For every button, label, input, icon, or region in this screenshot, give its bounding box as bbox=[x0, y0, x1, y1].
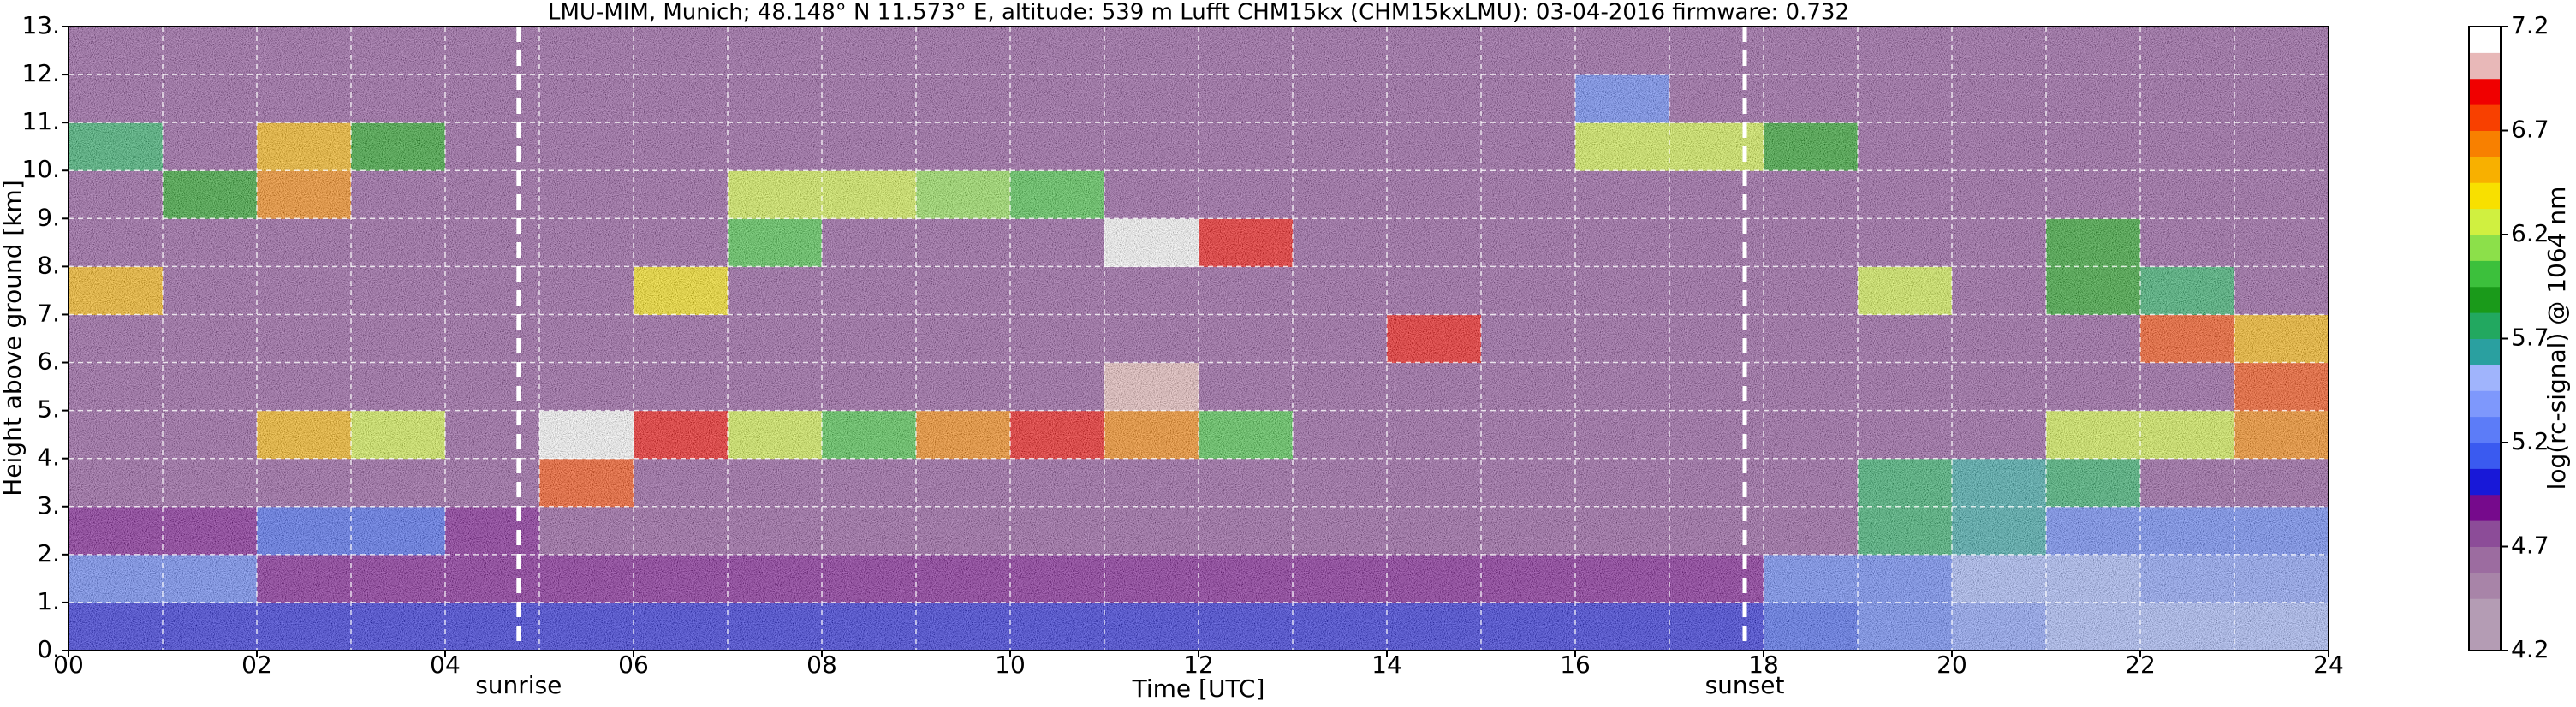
colorbar-label: log(rc-signal) @ 1064 nm bbox=[2543, 187, 2571, 490]
colorbar-band bbox=[2469, 78, 2501, 105]
colorbar-band bbox=[2469, 390, 2501, 418]
colorbar-band bbox=[2469, 416, 2501, 443]
colorbar-band bbox=[2469, 494, 2501, 521]
y-tick-label: 8. bbox=[37, 251, 60, 279]
colorbar-band bbox=[2469, 520, 2501, 547]
x-tick-label: 00 bbox=[53, 651, 84, 679]
y-tick-label: 12. bbox=[21, 59, 60, 87]
y-tick-label: 9. bbox=[37, 203, 60, 231]
x-axis-label: Time [UTC] bbox=[1132, 674, 1265, 703]
x-tick-label: 04 bbox=[430, 651, 461, 679]
colorbar-band bbox=[2469, 443, 2501, 469]
y-tick-label: 10. bbox=[21, 155, 60, 183]
y-tick-label: 6. bbox=[37, 348, 60, 376]
colorbar-band bbox=[2469, 182, 2501, 210]
y-axis-label: Height above ground [km] bbox=[0, 180, 27, 496]
y-tick-label: 13. bbox=[21, 11, 60, 39]
colorbar-band bbox=[2469, 52, 2501, 80]
colorbar-band bbox=[2469, 572, 2501, 599]
y-tick-label: 2. bbox=[37, 539, 60, 567]
x-tick-label: 06 bbox=[618, 651, 649, 679]
y-tick-label: 5. bbox=[37, 395, 60, 424]
colorbar-tick-label: 6.7 bbox=[2511, 116, 2549, 144]
x-tick-label: 18 bbox=[1748, 651, 1779, 679]
x-tick-label: 12 bbox=[1183, 651, 1214, 679]
colorbar-tick-label: 7.2 bbox=[2511, 11, 2549, 39]
x-tick-label: 24 bbox=[2313, 651, 2344, 679]
plot-frame bbox=[68, 26, 2329, 651]
colorbar-band bbox=[2469, 130, 2501, 157]
annotation-label: sunrise bbox=[475, 671, 562, 699]
colorbar-tick-label: 5.7 bbox=[2511, 324, 2549, 352]
y-tick-label: 11. bbox=[21, 107, 60, 135]
colorbar-tick-label: 4.2 bbox=[2511, 635, 2549, 663]
colorbar-band bbox=[2469, 235, 2501, 261]
y-tick-label: 1. bbox=[37, 587, 60, 615]
colorbar-band bbox=[2469, 546, 2501, 573]
chart-title: LMU-MIM, Munich; 48.148° N 11.573° E, al… bbox=[548, 0, 1849, 26]
x-tick-label: 20 bbox=[1936, 651, 1967, 679]
colorbar-tick-label: 5.2 bbox=[2511, 427, 2549, 455]
x-tick-label: 08 bbox=[806, 651, 837, 679]
x-tick-label: 10 bbox=[995, 651, 1026, 679]
x-tick-label: 14 bbox=[1371, 651, 1402, 679]
colorbar-band bbox=[2469, 364, 2501, 391]
colorbar-band bbox=[2469, 208, 2501, 235]
colorbar-band bbox=[2469, 27, 2501, 53]
colorbar-band bbox=[2469, 286, 2501, 313]
x-tick-label: 22 bbox=[2125, 651, 2156, 679]
y-tick-label: 0. bbox=[37, 635, 60, 663]
y-tick-label: 4. bbox=[37, 443, 60, 472]
x-tick-label: 16 bbox=[1560, 651, 1591, 679]
colorbar-band bbox=[2469, 468, 2501, 496]
colorbar-band bbox=[2469, 624, 2501, 651]
annotation-label: sunset bbox=[1705, 671, 1785, 699]
y-tick-label: 7. bbox=[37, 299, 60, 327]
colorbar-tick-label: 4.7 bbox=[2511, 532, 2549, 560]
colorbar-band bbox=[2469, 260, 2501, 288]
colorbar-band bbox=[2469, 312, 2501, 339]
colorbar-tick-label: 6.2 bbox=[2511, 219, 2549, 247]
x-tick-label: 02 bbox=[241, 651, 272, 679]
colorbar-band bbox=[2469, 338, 2501, 365]
colorbar-band bbox=[2469, 104, 2501, 131]
colorbar-band bbox=[2469, 156, 2501, 183]
colorbar-band bbox=[2469, 598, 2501, 626]
y-tick-label: 3. bbox=[37, 491, 60, 520]
